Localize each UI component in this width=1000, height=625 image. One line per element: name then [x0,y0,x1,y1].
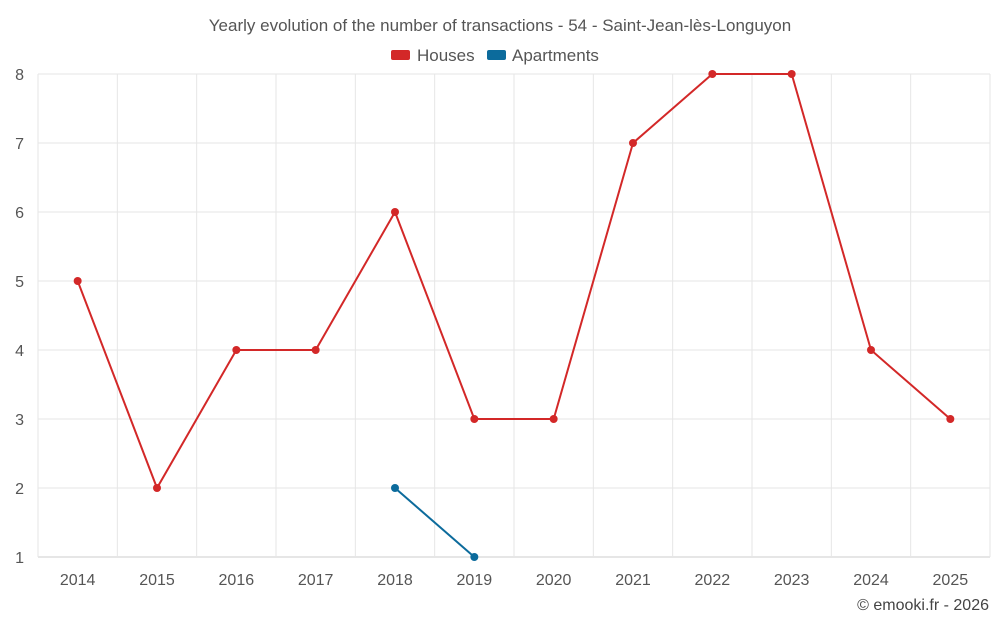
data-point-apartments[interactable] [470,553,479,561]
data-point-houses[interactable] [867,346,875,354]
y-tick-label: 6 [15,205,24,222]
legend-item-houses[interactable]: Houses [391,46,475,65]
data-point-houses[interactable] [153,484,161,492]
x-tick-label: 2021 [615,572,651,589]
data-point-houses[interactable] [629,139,637,147]
legend-label-houses: Houses [417,46,475,65]
x-tick-label: 2018 [377,572,413,589]
grid [37,73,991,558]
series-line-apartments [394,487,475,558]
x-tick-label: 2016 [219,572,255,589]
data-point-houses[interactable] [232,346,241,354]
data-point-houses[interactable] [787,70,796,78]
series-houses [73,70,955,492]
y-axis-ticks: 1 2 3 4 5 6 7 8 [15,67,24,567]
legend-label-apartments: Apartments [512,46,599,65]
y-tick-label: 1 [15,550,24,567]
data-point-houses[interactable] [708,70,717,78]
x-tick-label: 2015 [139,572,175,589]
y-tick-label: 5 [15,274,24,291]
series [73,70,955,561]
x-tick-label: 2019 [457,572,493,589]
legend: Houses Apartments [391,46,599,65]
x-tick-label: 2017 [298,572,334,589]
x-tick-label: 2020 [536,572,572,589]
x-axis-ticks: 2014 2015 2016 2017 2018 2019 2020 2021 2022 2023… [60,572,968,589]
x-tick-label: 2023 [774,572,810,589]
legend-swatch-houses [391,50,410,60]
x-tick-label: 2025 [933,572,969,589]
x-tick-label: 2014 [60,572,96,589]
data-point-apartments[interactable] [391,484,399,492]
data-point-houses[interactable] [391,208,399,216]
y-tick-label: 3 [15,412,24,429]
series-apartments [391,484,479,561]
y-tick-label: 8 [15,67,24,84]
data-point-houses[interactable] [549,415,558,423]
data-point-houses[interactable] [73,277,82,285]
data-point-houses[interactable] [470,415,479,423]
credit-text: © emooki.fr - 2026 [857,597,989,614]
legend-swatch-apartments [487,50,506,60]
y-tick-label: 2 [15,481,24,498]
legend-item-apartments[interactable]: Apartments [487,46,599,65]
data-point-houses[interactable] [311,346,320,354]
x-tick-label: 2022 [695,572,731,589]
x-tick-label: 2024 [853,572,889,589]
data-point-houses[interactable] [946,415,955,423]
y-tick-label: 4 [15,343,24,360]
y-tick-label: 7 [15,136,24,153]
chart-title: Yearly evolution of the number of transa… [209,16,791,35]
series-line-houses [76,73,951,491]
